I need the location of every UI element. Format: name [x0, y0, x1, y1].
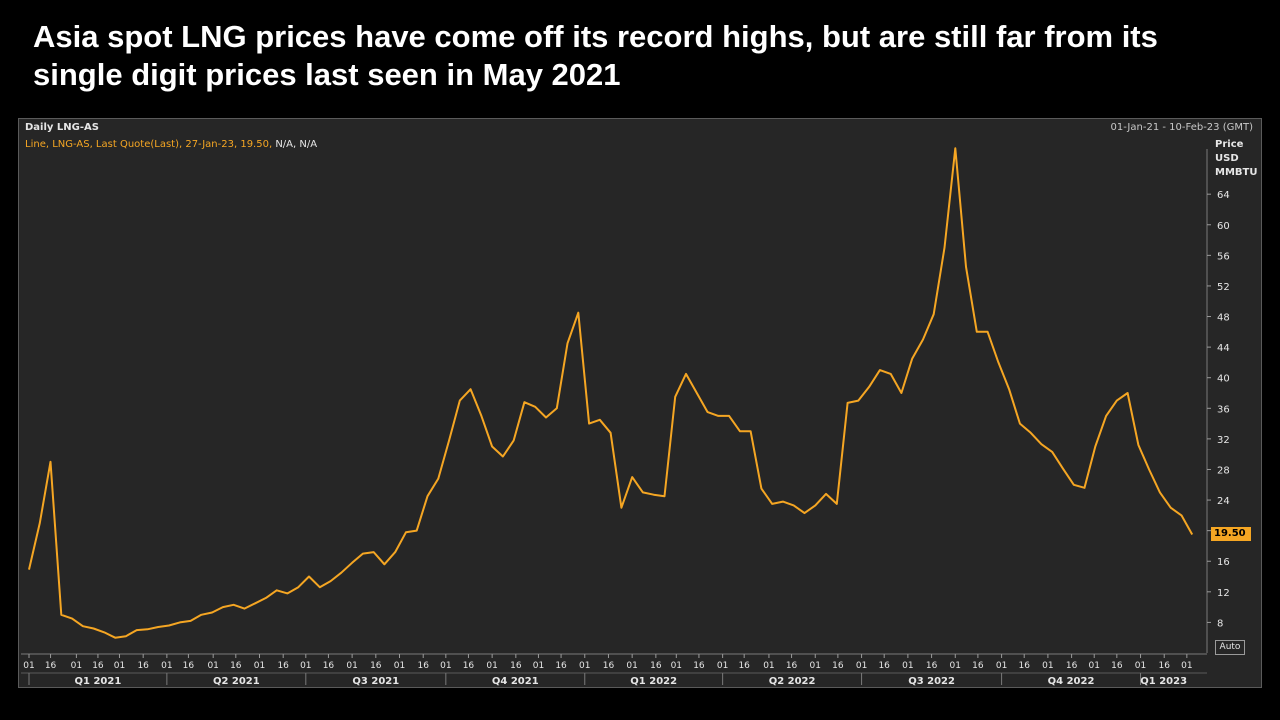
x-tick-label: 16: [323, 661, 335, 671]
y-tick-label: 64: [1217, 190, 1230, 201]
x-tick-label: 16: [972, 661, 984, 671]
x-tick-label: 01: [1135, 661, 1146, 671]
x-tick-label: 16: [878, 661, 890, 671]
quarter-label: Q2 2022: [769, 676, 816, 687]
x-tick-label: 01: [950, 661, 961, 671]
x-tick-label: 16: [832, 661, 844, 671]
slide-title: Asia spot LNG prices have come off its r…: [33, 18, 1243, 94]
y-tick-label: 32: [1217, 435, 1230, 446]
x-tick-label: 16: [650, 661, 662, 671]
x-tick-label: 01: [579, 661, 590, 671]
chart-panel: 8121620242832364044485256606401160116011…: [18, 118, 1262, 688]
x-tick-label: 01: [763, 661, 774, 671]
x-tick-label: 16: [603, 661, 615, 671]
x-tick-label: 01: [996, 661, 1007, 671]
x-tick-label: 01: [902, 661, 913, 671]
y-tick-label: 44: [1217, 343, 1230, 354]
x-tick-label: 01: [486, 661, 497, 671]
x-tick-label: 01: [300, 661, 311, 671]
x-tick-label: 16: [786, 661, 798, 671]
last-value-badge: 19.50: [1211, 527, 1251, 542]
chart-name: Daily LNG-AS: [25, 122, 99, 133]
quarter-label: Q4 2022: [1048, 676, 1095, 687]
x-tick-label: 01: [346, 661, 357, 671]
y-axis-unit-label: Price USD MMBTU: [1215, 138, 1257, 180]
x-tick-label: 01: [1042, 661, 1053, 671]
x-tick-label: 16: [510, 661, 522, 671]
quarter-label: Q3 2021: [352, 676, 399, 687]
chart-date-range: 01-Jan-21 - 10-Feb-23 (GMT): [1110, 122, 1253, 133]
x-tick-label: 16: [693, 661, 705, 671]
x-tick-label: 01: [394, 661, 405, 671]
x-tick-label: 01: [626, 661, 637, 671]
x-tick-label: 01: [161, 661, 172, 671]
x-tick-label: 01: [440, 661, 451, 671]
y-axis-unit-price: Price: [1215, 139, 1244, 150]
series-legend: Line, LNG-AS, Last Quote(Last), 27-Jan-2…: [25, 139, 317, 151]
x-tick-label: 16: [45, 661, 57, 671]
quarter-label: Q1 2022: [630, 676, 677, 687]
x-tick-label: 01: [23, 661, 34, 671]
y-tick-label: 52: [1217, 282, 1230, 293]
x-tick-label: 16: [230, 661, 242, 671]
slide-title-line1: Asia spot LNG prices have come off its r…: [33, 19, 1158, 54]
x-tick-label: 16: [463, 661, 475, 671]
x-tick-label: 01: [810, 661, 821, 671]
y-tick-label: 48: [1217, 313, 1230, 324]
y-axis-unit-currency: USD: [1215, 153, 1239, 164]
quarter-label: Q1 2021: [75, 676, 122, 687]
legend-na-values: N/A, N/A: [275, 139, 318, 150]
x-tick-label: 01: [71, 661, 82, 671]
x-tick-label: 01: [1088, 661, 1099, 671]
x-tick-label: 16: [370, 661, 382, 671]
x-tick-label: 16: [92, 661, 104, 671]
x-tick-label: 01: [856, 661, 867, 671]
x-tick-label: 01: [254, 661, 265, 671]
y-axis-unit-measure: MMBTU: [1215, 167, 1258, 178]
x-tick-label: 01: [533, 661, 544, 671]
y-tick-label: 8: [1217, 618, 1223, 629]
quarter-label: Q2 2021: [213, 676, 260, 687]
x-tick-label: 16: [1158, 661, 1170, 671]
x-tick-label: 16: [555, 661, 567, 671]
slide-title-line2: single digit prices last seen in May 202…: [33, 57, 621, 92]
x-tick-label: 16: [277, 661, 289, 671]
x-tick-label: 16: [738, 661, 750, 671]
auto-scale-button[interactable]: Auto: [1215, 640, 1245, 655]
quarter-label: Q4 2021: [492, 676, 539, 687]
x-tick-label: 16: [1018, 661, 1030, 671]
y-tick-label: 16: [1217, 557, 1230, 568]
x-tick-label: 16: [1111, 661, 1123, 671]
y-tick-label: 12: [1217, 588, 1230, 599]
x-tick-label: 01: [1181, 661, 1192, 671]
y-tick-label: 28: [1217, 465, 1230, 476]
y-tick-label: 36: [1217, 404, 1230, 415]
price-chart: 8121620242832364044485256606401160116011…: [21, 147, 1230, 687]
x-tick-label: 16: [1066, 661, 1078, 671]
y-tick-label: 24: [1217, 496, 1230, 507]
x-tick-label: 16: [137, 661, 149, 671]
series-line-lng-as: [28, 147, 1194, 639]
x-tick-label: 01: [717, 661, 728, 671]
x-tick-label: 01: [114, 661, 125, 671]
y-tick-label: 60: [1217, 221, 1230, 232]
legend-text: Line, LNG-AS, Last Quote(Last), 27-Jan-2…: [25, 139, 273, 150]
x-tick-label: 16: [926, 661, 938, 671]
y-tick-label: 40: [1217, 374, 1230, 385]
x-tick-label: 16: [183, 661, 195, 671]
x-tick-label: 16: [417, 661, 429, 671]
quarter-label: Q1 2023: [1140, 676, 1187, 687]
x-tick-label: 01: [671, 661, 682, 671]
x-tick-label: 01: [207, 661, 218, 671]
y-tick-label: 56: [1217, 251, 1230, 262]
quarter-label: Q3 2022: [908, 676, 955, 687]
